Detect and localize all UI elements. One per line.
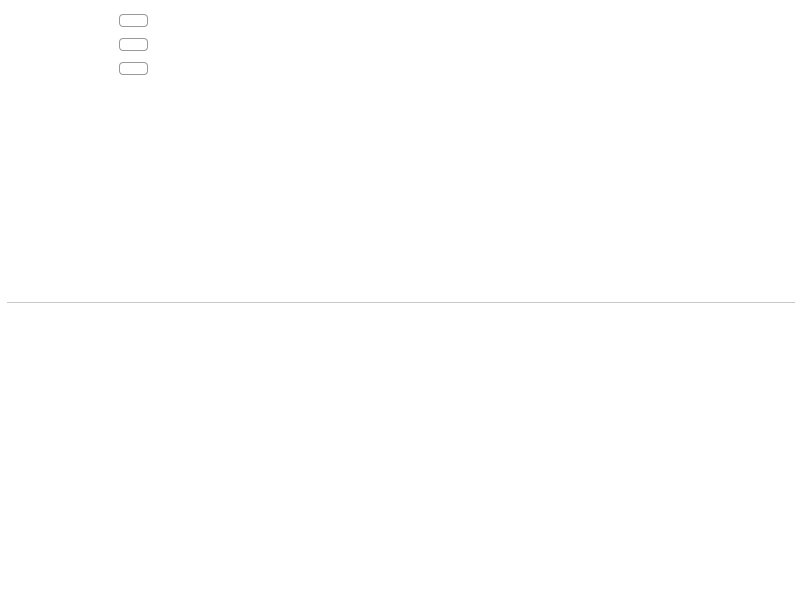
legend-line-green (452, 18, 480, 20)
legend-item (452, 72, 489, 86)
legend-line-black (452, 78, 480, 80)
legend-item-rhap (194, 584, 199, 612)
legend-item (119, 37, 157, 52)
legend-swatch-lbpa-i (119, 62, 148, 75)
legend-item (119, 61, 157, 76)
symbol-legend (0, 584, 800, 614)
legend-item-covalent (518, 584, 523, 612)
legend-item (452, 32, 489, 46)
glycan-diagram-canvas (0, 280, 800, 616)
legend-item-galp (32, 584, 37, 612)
panel-divider (7, 302, 795, 303)
legend-item-glcpa (368, 584, 373, 612)
legend-item-glcp (448, 584, 453, 612)
panel-b-legend (452, 12, 489, 86)
legend-item (119, 13, 157, 28)
legend-line-orange (452, 38, 480, 40)
legend-swatch-lbpa-ib (119, 38, 148, 51)
legend-item-araf (116, 584, 121, 612)
legend-item (452, 52, 489, 66)
legend-item-hydrogen (618, 584, 623, 612)
legend-line-blue (452, 58, 480, 60)
panel-a-legend (119, 13, 157, 76)
legend-swatch-lbpa-ia (119, 14, 148, 27)
legend-item (452, 12, 489, 26)
legend-item-galpa (272, 584, 277, 612)
